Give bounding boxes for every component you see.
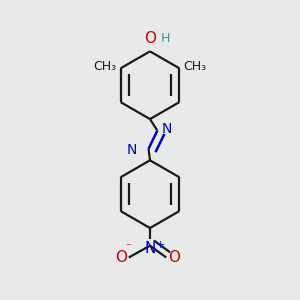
Text: O: O	[168, 250, 180, 265]
Text: ⁻: ⁻	[125, 242, 131, 252]
Text: N: N	[127, 143, 137, 157]
Text: +: +	[155, 240, 165, 250]
Text: CH₃: CH₃	[93, 60, 116, 73]
Text: N: N	[162, 122, 172, 136]
Text: N: N	[144, 241, 156, 256]
Text: O: O	[144, 31, 156, 46]
Text: CH₃: CH₃	[184, 60, 207, 73]
Text: H: H	[161, 32, 171, 45]
Text: O: O	[115, 250, 127, 265]
